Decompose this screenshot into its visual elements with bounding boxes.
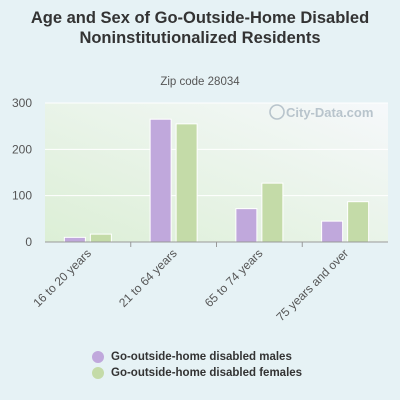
bar-females (175, 123, 198, 243)
legend-swatch-males (92, 351, 104, 363)
bar-males (63, 236, 86, 243)
x-tick-label: 16 to 20 years (30, 246, 94, 310)
bar-females (347, 201, 370, 243)
bar-males (321, 220, 344, 243)
svg-text:City-Data.com: City-Data.com (286, 105, 373, 120)
y-tick-label: 200 (12, 142, 32, 156)
legend-label-males: Go-outside-home disabled males (111, 351, 292, 363)
bar-females (261, 182, 284, 243)
chart-subtitle: Zip code 28034 (160, 76, 240, 88)
y-tick-label: 100 (12, 189, 32, 203)
plot-area (45, 103, 388, 242)
legend-item-females: Go-outside-home disabled females (92, 365, 302, 381)
chart-title: Age and Sex of Go-Outside-Home Disabled … (30, 9, 370, 47)
bar-males (235, 208, 258, 243)
bar-males (149, 118, 172, 243)
bar-females (89, 233, 112, 243)
x-tick-label: 21 to 64 years (116, 246, 180, 310)
legend-swatch-females (92, 367, 104, 379)
chart-legend: Go-outside-home disabled males Go-outsid… (92, 349, 302, 381)
y-tick-label: 0 (25, 235, 32, 249)
legend-item-males: Go-outside-home disabled males (92, 349, 302, 365)
watermark: City-Data.com (269, 104, 373, 120)
y-tick-label: 300 (12, 96, 32, 110)
x-tick-label: 65 to 74 years (202, 246, 266, 310)
legend-label-females: Go-outside-home disabled females (111, 367, 303, 379)
x-tick-label: 75 years and over (273, 246, 351, 324)
